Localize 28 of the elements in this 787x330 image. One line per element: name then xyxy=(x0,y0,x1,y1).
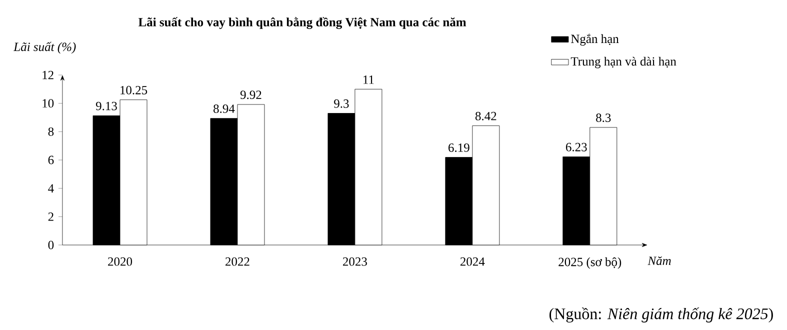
data-label: 9.13 xyxy=(96,102,117,110)
data-label: 6.23 xyxy=(566,142,587,152)
y-tick-label: 12 xyxy=(42,70,54,80)
y-tick-label: 4 xyxy=(48,184,54,192)
chart-title: Lãi suất cho vay bình quân bằng đồng Việt Nam qua các năm xyxy=(138,17,466,30)
x-tick-label: 2022 xyxy=(226,257,250,266)
x-tick-label: 2023 xyxy=(342,257,367,266)
x-tick-label: 2020 xyxy=(108,257,132,266)
legend-label: Trung hạn và dài hạn xyxy=(570,56,676,68)
y-tick-label: 2 xyxy=(48,212,54,221)
data-label: 9.92 xyxy=(240,90,262,100)
data-label: 8.94 xyxy=(214,104,235,113)
data-label: 8.3 xyxy=(596,114,611,122)
data-label: 10.25 xyxy=(120,86,148,94)
y-tick-label: 8 xyxy=(48,127,54,136)
data-label: 9.3 xyxy=(334,99,349,108)
data-label: 8.42 xyxy=(475,112,496,120)
data-label: 6.19 xyxy=(448,143,470,152)
y-tick-label: 0 xyxy=(48,240,54,250)
y-axis-title: Lãi suất (%) xyxy=(14,42,76,54)
text: (Nguồn: Niên giám thống kê 2025) xyxy=(549,307,773,323)
y-tick-label: 10 xyxy=(42,99,54,108)
x-tick-label: 2025 (sơ bộ) xyxy=(558,257,622,269)
x-tick-label: 2024 xyxy=(460,257,485,266)
legend-label: Ngắn hạn xyxy=(571,34,619,46)
x-axis-title: Năm xyxy=(648,256,671,266)
y-tick-label: 6 xyxy=(48,156,54,164)
data-label: 11 xyxy=(364,76,374,84)
